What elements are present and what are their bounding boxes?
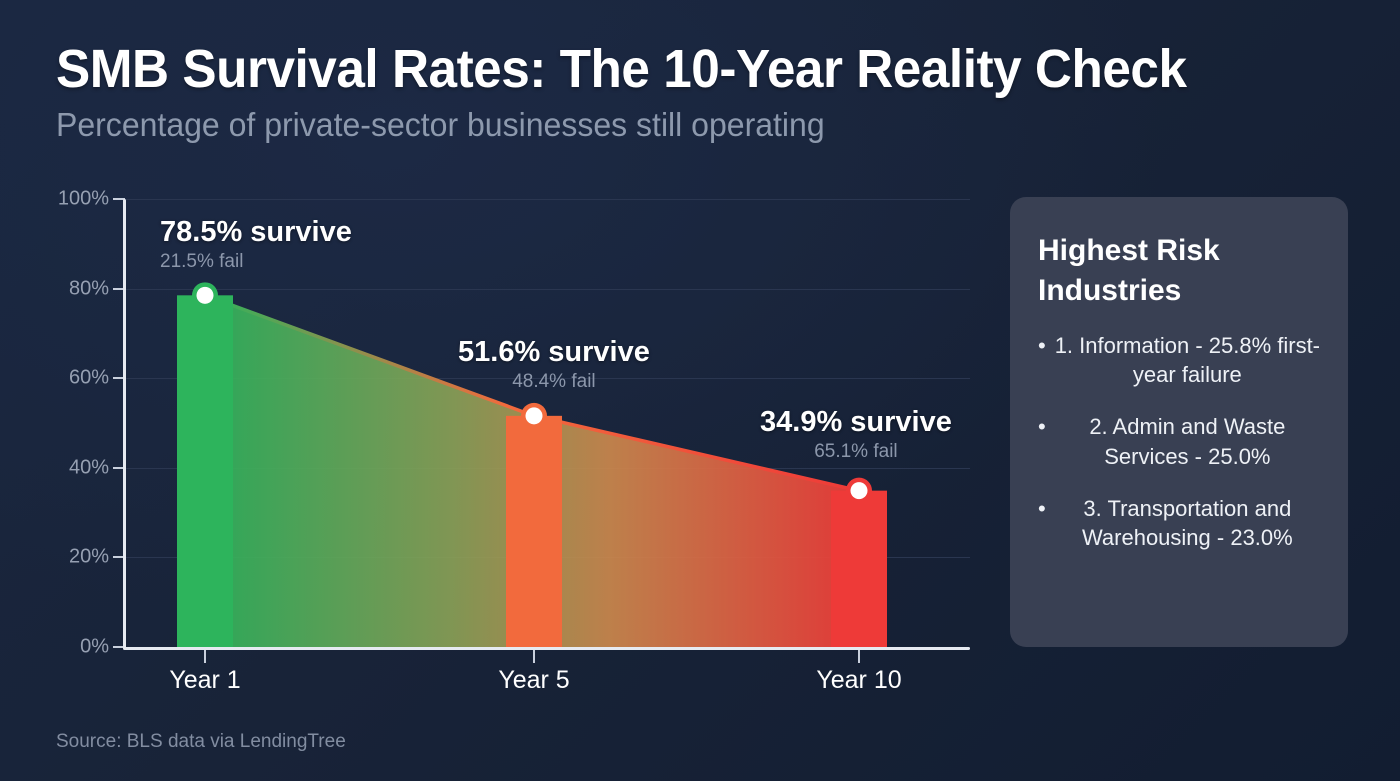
x-tick-label: Year 10 bbox=[816, 666, 902, 694]
y-tick-label: 100% bbox=[57, 187, 109, 210]
panel-list-item-label: 3. Transportation and Warehousing - 23.0… bbox=[1081, 495, 1293, 551]
bar-year-10 bbox=[831, 490, 887, 647]
y-tick-label: 0% bbox=[80, 635, 109, 658]
y-tick-mark bbox=[113, 287, 125, 290]
callout-year-10: 34.9% survive 65.1% fail bbox=[760, 406, 952, 463]
gridline bbox=[124, 199, 970, 200]
y-tick-label: 80% bbox=[68, 277, 109, 300]
panel-list: • 1. Information - 25.8% first-year failu… bbox=[1038, 331, 1322, 553]
panel-list-item-label: 2. Admin and Waste Services - 25.0% bbox=[1089, 414, 1286, 469]
y-tick-label: 40% bbox=[68, 456, 109, 479]
gridline bbox=[124, 378, 970, 380]
x-tick-mark bbox=[533, 650, 535, 663]
y-axis-line bbox=[123, 199, 126, 649]
panel-title: Highest Risk Industries bbox=[1038, 234, 1220, 307]
y-tick-label: 20% bbox=[68, 545, 109, 568]
marker-year-5-dot bbox=[525, 407, 543, 425]
gridline bbox=[124, 288, 970, 290]
source-note: Source: BLS data via LendingTree bbox=[56, 731, 346, 752]
marker-year-10-dot bbox=[850, 482, 868, 500]
marker-year-1-dot bbox=[196, 286, 214, 304]
y-tick-mark bbox=[113, 377, 125, 380]
x-axis-line bbox=[123, 647, 970, 650]
x-tick-mark bbox=[204, 650, 206, 663]
callout-survive-label: 78.5% survive bbox=[160, 216, 352, 248]
highest-risk-industries-panel: Highest Risk Industries • 1. Information … bbox=[1010, 197, 1348, 647]
bar-year-5 bbox=[506, 415, 562, 647]
x-tick-mark bbox=[858, 650, 860, 663]
x-tick-label: Year 1 bbox=[169, 666, 241, 694]
callout-year-5: 51.6% survive 48.4% fail bbox=[458, 336, 650, 393]
y-tick-label: 60% bbox=[68, 366, 109, 389]
y-tick-mark bbox=[113, 466, 125, 469]
y-tick-mark bbox=[113, 556, 125, 559]
callout-survive-label: 51.6% survive bbox=[458, 336, 650, 368]
x-tick-label: Year 5 bbox=[498, 666, 570, 694]
callout-fail-label: 65.1% fail bbox=[814, 441, 898, 462]
survival-rate-chart: 0% 20% 40% 60% 80% 100% bbox=[57, 187, 970, 694]
panel-list-item-label: 1. Information - 25.8% first-year failur… bbox=[1054, 332, 1321, 388]
bullet-icon: • bbox=[1038, 332, 1046, 358]
page-title: SMB Survival Rates: The 10-Year Reality … bbox=[56, 39, 1187, 99]
bullet-icon: • bbox=[1038, 414, 1046, 440]
panel-list-item: • 1. Information - 25.8% first-year failu… bbox=[1038, 331, 1322, 390]
page-subtitle: Percentage of private-sector businesses … bbox=[56, 106, 825, 143]
y-tick-mark bbox=[113, 646, 125, 648]
bullet-icon: • bbox=[1038, 495, 1046, 521]
callout-year-1: 78.5% survive 21.5% fail bbox=[160, 216, 352, 273]
bar-year-1 bbox=[177, 295, 233, 647]
panel-list-item: • 2. Admin and Waste Services - 25.0% bbox=[1038, 412, 1322, 471]
y-tick-mark bbox=[113, 198, 125, 200]
callout-survive-label: 34.9% survive bbox=[760, 406, 952, 438]
panel-list-item: • 3. Transportation and Warehousing - 23.… bbox=[1038, 494, 1322, 553]
callout-fail-label: 48.4% fail bbox=[512, 371, 596, 392]
chart-plot-area bbox=[177, 282, 887, 647]
callout-fail-label: 21.5% fail bbox=[160, 251, 244, 272]
